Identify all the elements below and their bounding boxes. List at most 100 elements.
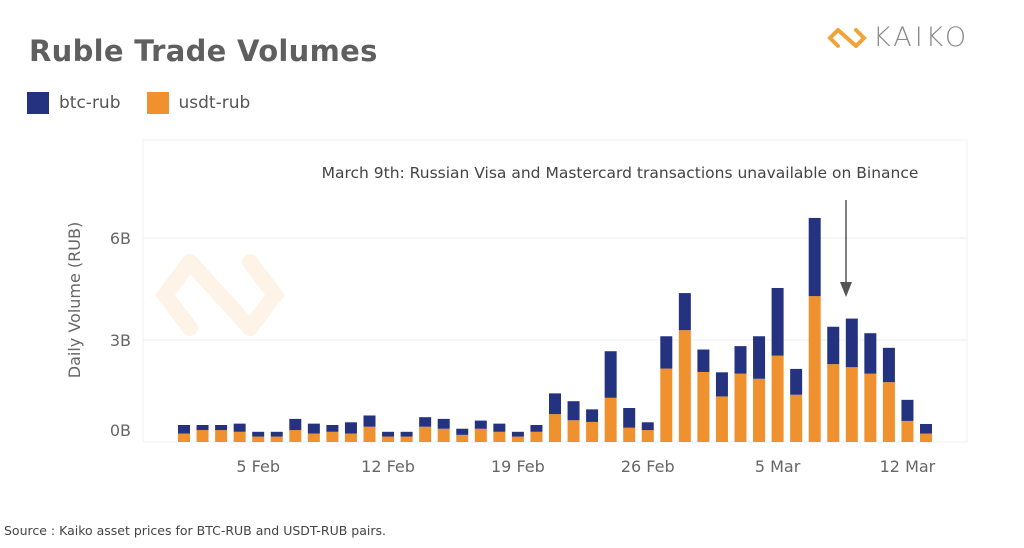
x-tick-label: 12 Mar xyxy=(880,457,936,476)
bar-usdt-rub xyxy=(567,420,580,442)
bar-usdt-rub xyxy=(734,373,747,442)
kaiko-logo: KAIKO xyxy=(825,22,969,53)
bar-btc-rub xyxy=(307,423,320,434)
bar-btc-rub xyxy=(493,423,506,432)
x-tick-label: 5 Feb xyxy=(236,457,280,476)
bar-usdt-rub xyxy=(882,382,895,442)
bar-btc-rub xyxy=(901,399,914,421)
bar-btc-rub xyxy=(289,418,302,431)
kaiko-watermark-icon xyxy=(154,254,286,336)
bar-usdt-rub xyxy=(660,368,673,442)
bar-usdt-rub xyxy=(864,373,877,442)
x-tick-label: 5 Mar xyxy=(755,457,801,476)
y-tick-label: 3B xyxy=(110,331,131,350)
bar-usdt-rub xyxy=(178,433,190,442)
bar-btc-rub xyxy=(678,293,691,331)
bar-btc-rub xyxy=(753,336,766,379)
legend-label-usdt: usdt-rub xyxy=(178,93,251,113)
bar-usdt-rub xyxy=(252,436,265,442)
bar-usdt-rub xyxy=(196,430,209,442)
bar-usdt-rub xyxy=(641,430,654,442)
bar-btc-rub xyxy=(808,217,821,297)
bar-btc-rub xyxy=(419,417,432,427)
bar-btc-rub xyxy=(641,422,654,431)
bar-usdt-rub xyxy=(326,431,339,442)
bar-btc-rub xyxy=(586,409,599,422)
bar-btc-rub xyxy=(845,318,858,368)
legend-item-usdt-rub[interactable]: usdt-rub xyxy=(146,92,251,114)
bar-usdt-rub xyxy=(419,426,432,442)
chart-title: Ruble Trade Volumes xyxy=(29,34,378,68)
bar-usdt-rub xyxy=(753,378,766,442)
bar-usdt-rub xyxy=(270,436,283,442)
bar-btc-rub xyxy=(474,420,487,429)
bar-btc-rub xyxy=(196,425,209,431)
bar-usdt-rub xyxy=(233,431,246,442)
bar-btc-rub xyxy=(604,351,617,398)
bar-btc-rub xyxy=(400,431,413,437)
bar-usdt-rub xyxy=(289,430,302,442)
bar-usdt-rub xyxy=(307,433,320,442)
bar-usdt-rub xyxy=(697,371,710,442)
bar-usdt-rub xyxy=(382,436,395,442)
kaiko-logo-text: KAIKO xyxy=(873,22,970,53)
bar-btc-rub xyxy=(827,326,840,365)
x-tick-label: 26 Feb xyxy=(621,457,675,476)
bar-usdt-rub xyxy=(474,428,487,442)
bar-usdt-rub xyxy=(344,433,357,442)
x-tick-label: 12 Feb xyxy=(361,457,415,476)
bar-btc-rub xyxy=(715,372,728,397)
bar-btc-rub xyxy=(363,415,376,427)
bar-btc-rub xyxy=(215,425,228,431)
bar-btc-rub xyxy=(623,408,636,428)
bar-btc-rub xyxy=(660,336,673,369)
bar-btc-rub xyxy=(697,349,710,372)
annotation-label: March 9th: Russian Visa and Mastercard t… xyxy=(322,164,919,182)
bar-btc-rub xyxy=(270,431,283,437)
bar-usdt-rub xyxy=(623,427,636,442)
bar-usdt-rub xyxy=(215,430,228,442)
bar-usdt-rub xyxy=(808,296,821,442)
bar-btc-rub xyxy=(790,368,803,395)
legend-item-btc-rub[interactable]: btc-rub xyxy=(27,92,121,114)
bar-usdt-rub xyxy=(827,364,840,442)
bar-usdt-rub xyxy=(901,420,914,442)
bar-btc-rub xyxy=(549,393,561,415)
y-axis-label: Daily Volume (RUB) xyxy=(65,222,84,378)
bar-usdt-rub xyxy=(715,396,728,442)
x-tick-label: 19 Feb xyxy=(491,457,545,476)
kaiko-logo-icon xyxy=(827,27,867,48)
bar-usdt-rub xyxy=(845,367,858,442)
bar-usdt-rub xyxy=(511,436,524,442)
bar-btc-rub xyxy=(252,431,265,437)
bar-usdt-rub xyxy=(456,434,469,442)
bar-btc-rub xyxy=(456,428,469,435)
bar-btc-rub xyxy=(530,425,543,432)
bar-usdt-rub xyxy=(363,426,376,442)
bar-usdt-rub xyxy=(771,355,784,442)
legend-swatch-usdt xyxy=(146,92,169,114)
bar-usdt-rub xyxy=(586,421,599,442)
bar-btc-rub xyxy=(511,431,524,437)
bar-btc-rub xyxy=(437,418,450,429)
bar-usdt-rub xyxy=(549,414,561,442)
legend-swatch-btc xyxy=(27,92,49,114)
bar-btc-rub xyxy=(920,423,932,434)
bar-btc-rub xyxy=(326,425,339,432)
bar-usdt-rub xyxy=(437,428,450,442)
bar-usdt-rub xyxy=(790,394,803,442)
bar-usdt-rub xyxy=(678,330,691,442)
bar-btc-rub xyxy=(567,401,580,421)
y-tick-label: 6B xyxy=(110,229,131,248)
annotation-arrow-icon xyxy=(840,200,852,297)
legend-label-btc: btc-rub xyxy=(59,93,121,113)
y-tick-label: 0B xyxy=(110,421,131,440)
bar-btc-rub xyxy=(233,423,246,432)
bar-usdt-rub xyxy=(400,436,413,442)
bar-btc-rub xyxy=(178,425,190,434)
bar-usdt-rub xyxy=(604,397,617,442)
legend: btc-rub usdt-rub xyxy=(27,92,250,114)
bar-btc-rub xyxy=(382,431,395,437)
source-note: Source : Kaiko asset prices for BTC-RUB … xyxy=(4,523,386,538)
